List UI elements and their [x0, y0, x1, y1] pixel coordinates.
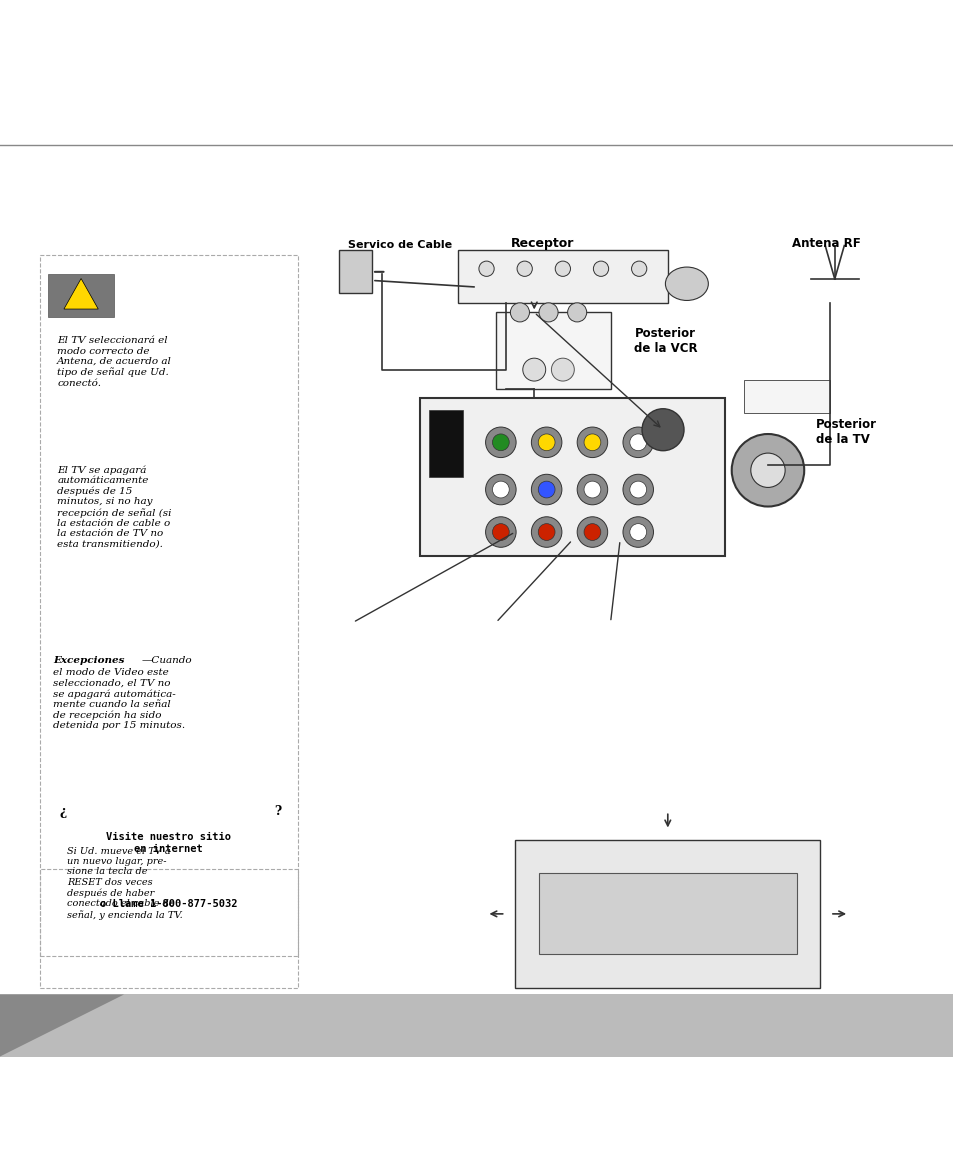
- Circle shape: [577, 427, 607, 458]
- Polygon shape: [0, 994, 124, 1057]
- Text: Antena RF: Antena RF: [791, 238, 860, 250]
- Text: Posterior
de la TV: Posterior de la TV: [815, 417, 876, 445]
- Text: el modo de Video este
seleccionado, el TV no
se apagará automática-
mente cuando: el modo de Video este seleccionado, el T…: [53, 669, 185, 730]
- Text: o Llame 1-800-877-5032: o Llame 1-800-877-5032: [100, 899, 237, 909]
- Circle shape: [531, 517, 561, 547]
- Circle shape: [567, 302, 586, 322]
- FancyBboxPatch shape: [338, 250, 372, 293]
- FancyBboxPatch shape: [457, 250, 667, 302]
- Circle shape: [641, 409, 683, 451]
- FancyBboxPatch shape: [48, 275, 114, 318]
- Bar: [0, 994, 953, 1057]
- Circle shape: [731, 433, 803, 506]
- Circle shape: [492, 481, 509, 498]
- Circle shape: [631, 261, 646, 276]
- Text: Si Ud. mueve el TV a
un nuevo lugar, pre-
sione la tecla de
RESET dos veces
desp: Si Ud. mueve el TV a un nuevo lugar, pre…: [67, 846, 182, 919]
- Circle shape: [485, 427, 516, 458]
- Circle shape: [538, 302, 558, 322]
- Circle shape: [531, 474, 561, 505]
- Text: Excepciones: Excepciones: [53, 656, 125, 665]
- Circle shape: [555, 261, 570, 276]
- Text: El TV seleccionará el
modo correcto de
Antena, de acuerdo al
tipo de señal que U: El TV seleccionará el modo correcto de A…: [57, 336, 172, 388]
- Text: Posterior
de la VCR: Posterior de la VCR: [634, 327, 698, 355]
- Circle shape: [629, 524, 646, 540]
- Bar: [429, 410, 462, 478]
- Circle shape: [583, 481, 600, 498]
- Text: El TV se apagará
automáticamente
después de 15
minutos, si no hay
recepción de s: El TV se apagará automáticamente después…: [57, 465, 172, 549]
- Circle shape: [629, 433, 646, 451]
- Circle shape: [492, 433, 509, 451]
- Text: Visite nuestro sitio
en internet: Visite nuestro sitio en internet: [106, 832, 232, 854]
- Circle shape: [510, 302, 529, 322]
- Circle shape: [478, 261, 494, 276]
- Circle shape: [485, 474, 516, 505]
- Circle shape: [593, 261, 608, 276]
- Circle shape: [492, 524, 509, 540]
- Ellipse shape: [664, 267, 707, 300]
- Circle shape: [537, 481, 555, 498]
- FancyBboxPatch shape: [496, 313, 610, 388]
- Circle shape: [537, 433, 555, 451]
- Circle shape: [537, 524, 555, 540]
- Circle shape: [517, 261, 532, 276]
- Circle shape: [622, 427, 653, 458]
- Text: —Cuando: —Cuando: [141, 656, 192, 665]
- Circle shape: [750, 453, 784, 488]
- Circle shape: [522, 358, 545, 381]
- Text: Servico de Cable: Servico de Cable: [348, 240, 452, 250]
- Bar: [515, 840, 820, 987]
- Polygon shape: [64, 278, 98, 309]
- Circle shape: [583, 433, 600, 451]
- Bar: [538, 874, 796, 954]
- Bar: [743, 380, 829, 413]
- Circle shape: [583, 524, 600, 540]
- Circle shape: [531, 427, 561, 458]
- Text: ?: ?: [274, 806, 280, 818]
- FancyBboxPatch shape: [419, 399, 724, 555]
- Circle shape: [485, 517, 516, 547]
- Text: Receptor: Receptor: [510, 238, 573, 250]
- Circle shape: [629, 481, 646, 498]
- Circle shape: [577, 474, 607, 505]
- Circle shape: [622, 517, 653, 547]
- Circle shape: [551, 358, 574, 381]
- Circle shape: [577, 517, 607, 547]
- Text: ¿: ¿: [59, 806, 67, 818]
- Circle shape: [622, 474, 653, 505]
